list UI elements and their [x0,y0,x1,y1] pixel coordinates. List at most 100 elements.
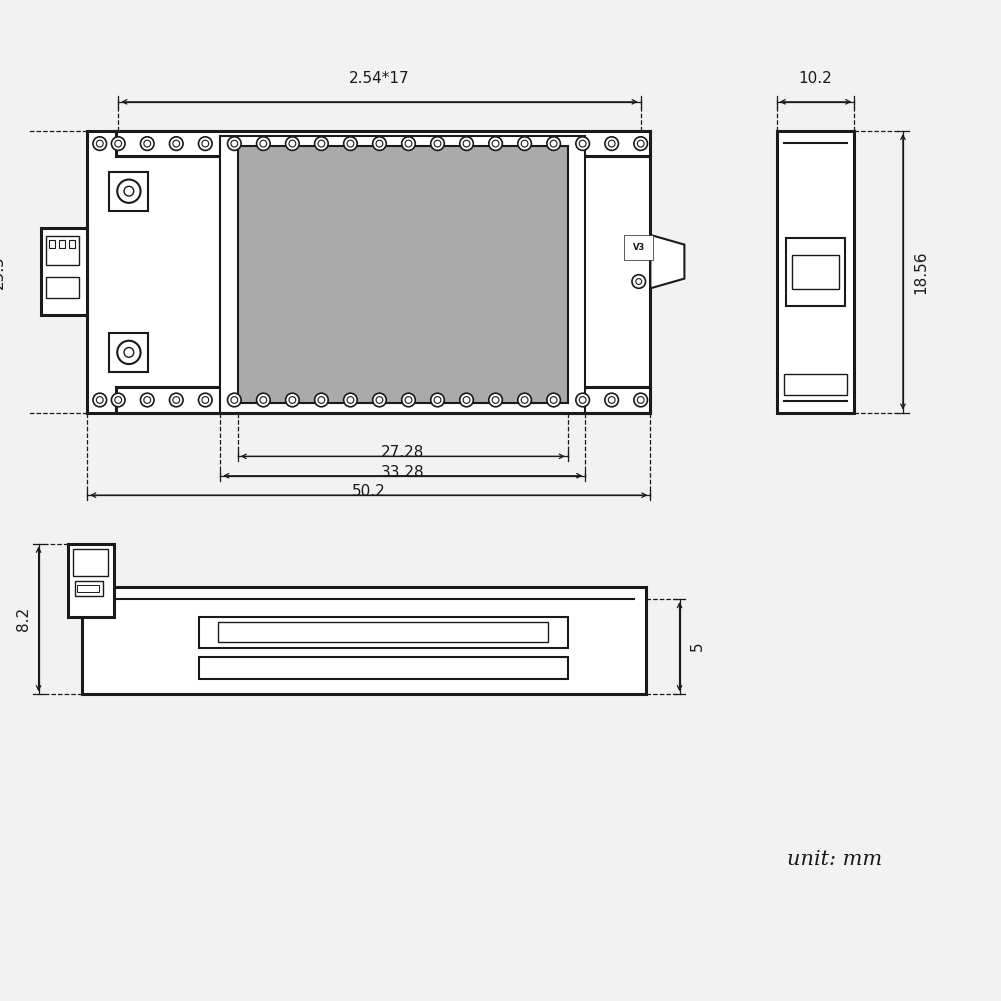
Bar [49,240,55,247]
Circle shape [231,140,237,147]
Circle shape [260,396,266,403]
Bar [785,373,847,395]
Bar [109,333,148,371]
Circle shape [522,396,528,403]
Bar [72,549,107,576]
Bar [87,131,651,412]
Text: 50.2: 50.2 [352,484,385,499]
Circle shape [343,137,357,150]
Circle shape [198,137,212,150]
Circle shape [115,396,121,403]
Text: 5: 5 [690,642,705,652]
Circle shape [117,340,140,364]
Circle shape [285,137,299,150]
Circle shape [285,393,299,406]
Bar [109,172,148,210]
Bar [69,240,74,247]
Circle shape [96,396,103,403]
Circle shape [314,393,328,406]
Circle shape [547,137,561,150]
Circle shape [202,396,208,403]
Bar [220,136,586,412]
Circle shape [318,140,324,147]
Circle shape [227,137,241,150]
Circle shape [405,396,411,403]
Circle shape [632,274,646,288]
Circle shape [488,137,503,150]
Circle shape [609,140,615,147]
Circle shape [124,347,134,357]
Circle shape [638,396,644,403]
Bar [792,255,839,289]
Circle shape [634,393,648,406]
Text: 33.28: 33.28 [381,464,424,479]
Bar [237,145,568,402]
Bar [82,588,646,695]
Circle shape [576,393,590,406]
Bar [199,658,568,679]
Circle shape [463,396,469,403]
Circle shape [463,140,469,147]
Circle shape [111,393,125,406]
Circle shape [576,137,590,150]
Bar [116,131,651,156]
Circle shape [173,396,179,403]
Circle shape [518,393,532,406]
Circle shape [605,137,619,150]
Circle shape [551,396,557,403]
Circle shape [551,140,557,147]
Circle shape [93,137,106,150]
Circle shape [140,393,154,406]
Circle shape [492,140,498,147]
Bar [787,238,845,305]
Circle shape [111,137,125,150]
Circle shape [256,393,270,406]
Circle shape [580,140,586,147]
Circle shape [231,396,237,403]
Circle shape [93,393,106,406]
Circle shape [459,137,473,150]
Circle shape [522,140,528,147]
Circle shape [459,393,473,406]
Text: 10.2: 10.2 [799,71,833,86]
Circle shape [605,393,619,406]
Circle shape [547,393,561,406]
Circle shape [638,140,644,147]
Bar [777,131,855,412]
Circle shape [169,393,183,406]
Text: 8.2: 8.2 [16,607,31,631]
Circle shape [144,396,150,403]
Circle shape [492,396,498,403]
Circle shape [169,137,183,150]
Circle shape [580,396,586,403]
Circle shape [434,140,440,147]
Bar [218,623,549,642]
Circle shape [202,140,208,147]
Circle shape [173,140,179,147]
Circle shape [256,137,270,150]
Circle shape [140,137,154,150]
Circle shape [405,140,411,147]
Text: V3: V3 [633,243,645,252]
Bar [75,581,103,597]
Circle shape [96,140,103,147]
Circle shape [117,179,140,203]
Circle shape [314,137,328,150]
Bar [199,617,568,648]
Text: 18.56: 18.56 [913,250,928,293]
Text: 25.5: 25.5 [0,255,6,288]
Circle shape [144,140,150,147]
Circle shape [260,140,266,147]
Circle shape [289,140,295,147]
Circle shape [372,137,386,150]
Circle shape [289,396,295,403]
Circle shape [401,137,415,150]
Circle shape [634,137,648,150]
Circle shape [376,140,382,147]
Text: 2.54*17: 2.54*17 [349,71,409,86]
Circle shape [347,140,353,147]
Circle shape [430,393,444,406]
Circle shape [488,393,503,406]
Bar [59,240,65,247]
Bar [116,387,651,412]
